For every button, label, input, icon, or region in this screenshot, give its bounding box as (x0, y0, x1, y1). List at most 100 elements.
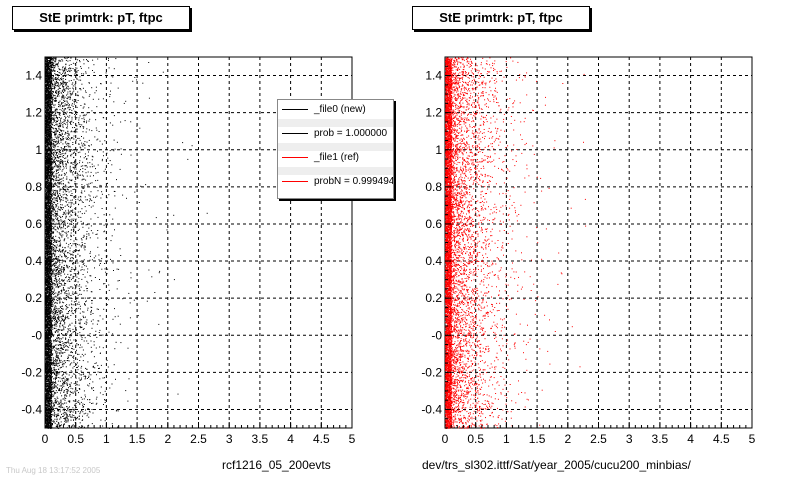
scatter-point (62, 89, 64, 91)
scatter-point (70, 279, 72, 281)
scatter-point (92, 323, 94, 325)
scatter-point (90, 374, 92, 376)
scatter-point (77, 243, 79, 245)
scatter-point (108, 331, 110, 333)
scatter-point (50, 349, 52, 351)
scatter-point (66, 226, 68, 228)
scatter-point (80, 401, 82, 403)
scatter-point (73, 273, 75, 275)
scatter-point (52, 158, 54, 160)
scatter-point (63, 249, 64, 251)
scatter-point (80, 379, 82, 381)
scatter-point (83, 126, 85, 128)
scatter-point (85, 91, 87, 93)
scatter-point (47, 205, 49, 206)
scatter-point (53, 180, 55, 182)
scatter-point (95, 168, 96, 170)
scatter-point (52, 382, 54, 384)
scatter-point (54, 255, 56, 257)
scatter-point (64, 101, 66, 102)
scatter-point (74, 164, 76, 166)
scatter-point (97, 150, 98, 152)
scatter-point (51, 290, 53, 292)
scatter-point (59, 418, 61, 420)
scatter-point (45, 356, 47, 358)
scatter-point (45, 236, 47, 238)
scatter-point (57, 266, 58, 268)
scatter-point (45, 164, 47, 166)
scatter-point (86, 237, 88, 239)
scatter-point (56, 111, 58, 113)
scatter-point (79, 139, 81, 141)
scatter-point (47, 336, 49, 338)
scatter-point (49, 182, 51, 184)
scatter-point (88, 375, 90, 377)
scatter-point (52, 403, 54, 404)
scatter-point (56, 123, 58, 125)
scatter-point (67, 349, 69, 351)
scatter-point (58, 123, 60, 125)
scatter-point (72, 407, 74, 409)
scatter-point (86, 183, 88, 185)
scatter-point (66, 188, 68, 190)
scatter-point (80, 356, 82, 358)
scatter-point (60, 178, 62, 180)
scatter-point (61, 162, 63, 164)
scatter-point (69, 354, 71, 356)
scatter-point (86, 340, 88, 342)
scatter-point (65, 337, 66, 339)
scatter-point (79, 284, 81, 286)
scatter-point (52, 70, 54, 72)
scatter-point (54, 184, 56, 186)
scatter-point (56, 199, 58, 201)
scatter-point (55, 85, 57, 87)
scatter-point (49, 113, 51, 115)
scatter-point (74, 325, 76, 327)
scatter-point (56, 212, 58, 214)
scatter-point (60, 78, 62, 79)
scatter-point (54, 301, 56, 303)
scatter-point (53, 80, 54, 82)
scatter-point (45, 276, 47, 278)
scatter-point (46, 224, 48, 226)
scatter-point (75, 364, 77, 365)
scatter-point (71, 347, 73, 349)
scatter-point (107, 366, 109, 368)
scatter-point (91, 350, 93, 352)
scatter-point (57, 160, 59, 162)
scatter-point (49, 227, 51, 229)
scatter-point (51, 68, 53, 70)
scatter-point (48, 362, 50, 364)
scatter-point (76, 78, 78, 80)
scatter-point (54, 313, 56, 315)
scatter-point (51, 161, 53, 163)
scatter-point (53, 78, 55, 80)
scatter-point (47, 229, 49, 231)
scatter-point (48, 284, 50, 286)
scatter-point (49, 318, 51, 320)
scatter-point (45, 132, 47, 133)
scatter-point (53, 408, 55, 410)
scatter-point (71, 348, 73, 350)
scatter-point (58, 368, 60, 370)
scatter-point (83, 63, 85, 65)
scatter-point (69, 385, 71, 387)
scatter-point (69, 259, 71, 261)
scatter-point (51, 288, 53, 290)
scatter-point (83, 117, 85, 119)
scatter-point (53, 414, 55, 416)
scatter-point (69, 394, 71, 395)
scatter-point (56, 258, 58, 259)
scatter-point (77, 176, 79, 178)
scatter-point (47, 360, 49, 362)
scatter-point (62, 271, 64, 273)
scatter-point (55, 63, 57, 65)
scatter-point (50, 140, 52, 142)
scatter-point (80, 379, 82, 381)
scatter-point (67, 341, 69, 343)
scatter-point (54, 114, 56, 116)
scatter-point (77, 137, 79, 139)
scatter-point (58, 220, 60, 222)
scatter-point (53, 253, 55, 255)
scatter-point (76, 106, 78, 108)
